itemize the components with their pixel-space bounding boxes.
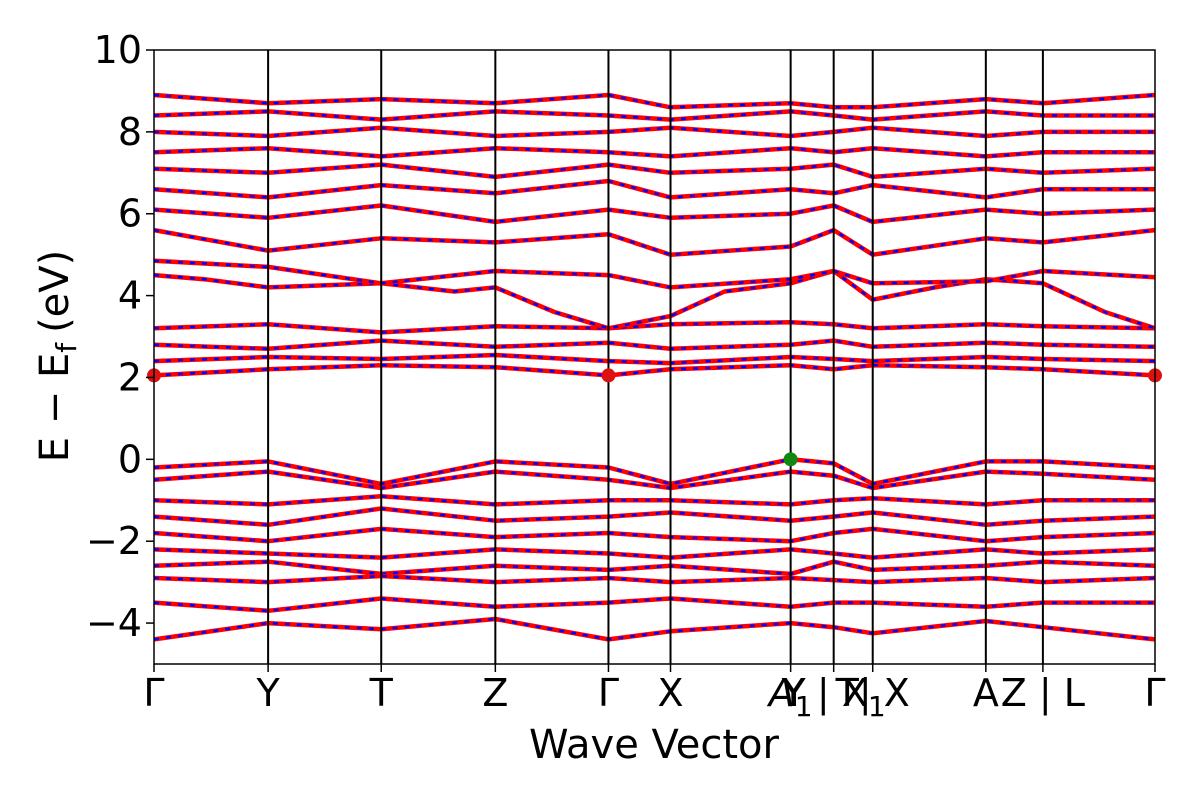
x-tick-label-3: Z bbox=[482, 671, 508, 715]
band-spin-down-22 bbox=[153, 597, 1155, 613]
band-spin-down-13 bbox=[153, 93, 1156, 109]
y-tick-label-0: −4 bbox=[86, 601, 142, 645]
band-spin-down-10 bbox=[153, 146, 1155, 158]
band-spin-down-12 bbox=[153, 110, 1155, 121]
x-tick-label-2: T bbox=[369, 671, 394, 715]
band-extrema-markers bbox=[147, 368, 1162, 467]
band-spin-down-17 bbox=[153, 507, 1156, 527]
band-spin-down-1 bbox=[153, 353, 1156, 365]
band-spin-down-8 bbox=[153, 179, 1155, 199]
vbm-marker-0 bbox=[783, 452, 798, 467]
band-spin-up-14 bbox=[153, 457, 1156, 487]
band-spin-down-23 bbox=[153, 617, 1156, 641]
band-spin-up-21 bbox=[153, 573, 1156, 585]
y-tick-label-4: 4 bbox=[118, 274, 142, 318]
y-tick-label-5: 6 bbox=[118, 192, 142, 236]
band-spin-down-18 bbox=[153, 527, 1156, 543]
band-lines bbox=[153, 92, 1156, 642]
band-spin-down-16 bbox=[153, 494, 1155, 506]
y-tick-label-2: 0 bbox=[118, 437, 142, 481]
y-axis-label-main: E − E bbox=[32, 353, 78, 463]
band-spin-up-8 bbox=[153, 178, 1155, 200]
x-tick-label-1: Y bbox=[256, 671, 281, 715]
y-tick-label-6: 8 bbox=[118, 110, 142, 154]
band-spin-up-7 bbox=[153, 203, 1156, 225]
band-spin-down-7 bbox=[153, 204, 1156, 224]
x-tick-label-6: A1Y bbox=[766, 671, 813, 723]
x-tick-label-8: T| X bbox=[835, 671, 910, 716]
cbm-marker-1 bbox=[601, 368, 616, 383]
x-tick-label-5: X bbox=[657, 671, 683, 715]
band-spin-down-2 bbox=[153, 339, 1156, 351]
y-axis-label-unit: (eV) bbox=[32, 250, 78, 333]
band-spin-up-5 bbox=[153, 258, 1156, 290]
x-tick-label-7: Y | X1 bbox=[781, 671, 886, 723]
x-axis-label: Wave Vector bbox=[529, 722, 780, 768]
band-spin-down-20 bbox=[153, 560, 1156, 576]
y-tick-label-7: 10 bbox=[94, 28, 142, 72]
x-tick-label-4: Γ bbox=[598, 671, 619, 715]
band-spin-down-4 bbox=[153, 269, 1156, 330]
x-tick-label-10: Z | L bbox=[1001, 671, 1085, 716]
band-spin-down-11 bbox=[153, 126, 1155, 138]
y-axis-ticks: −4 −2 0 2 4 6 8 10 bbox=[86, 28, 154, 645]
y-axis-label: E − Ef (eV) bbox=[32, 250, 83, 463]
band-spin-down-15 bbox=[153, 470, 1156, 490]
band-spin-down-21 bbox=[153, 574, 1156, 584]
high-symmetry-lines bbox=[267, 50, 1044, 664]
band-spin-down-5 bbox=[153, 259, 1156, 289]
band-spin-down-9 bbox=[153, 163, 1156, 179]
band-spin-down-3 bbox=[153, 320, 1156, 334]
x-tick-label-9: A bbox=[973, 671, 999, 715]
x-tick-label-0: Γ bbox=[143, 671, 164, 715]
y-tick-label-3: 2 bbox=[118, 355, 142, 399]
y-axis-label-subscript: f bbox=[50, 342, 83, 353]
band-spin-up-1 bbox=[153, 352, 1156, 366]
band-spin-up-6 bbox=[153, 227, 1156, 257]
y-tick-label-1: −2 bbox=[86, 519, 142, 563]
plot-frame bbox=[153, 49, 1156, 665]
band-spin-down-19 bbox=[153, 548, 1156, 559]
band-spin-up-3 bbox=[153, 319, 1156, 335]
band-spin-up-2 bbox=[153, 338, 1156, 352]
band-spin-down-0 bbox=[153, 363, 1156, 377]
x-tick-label-11: Γ bbox=[1144, 671, 1165, 715]
